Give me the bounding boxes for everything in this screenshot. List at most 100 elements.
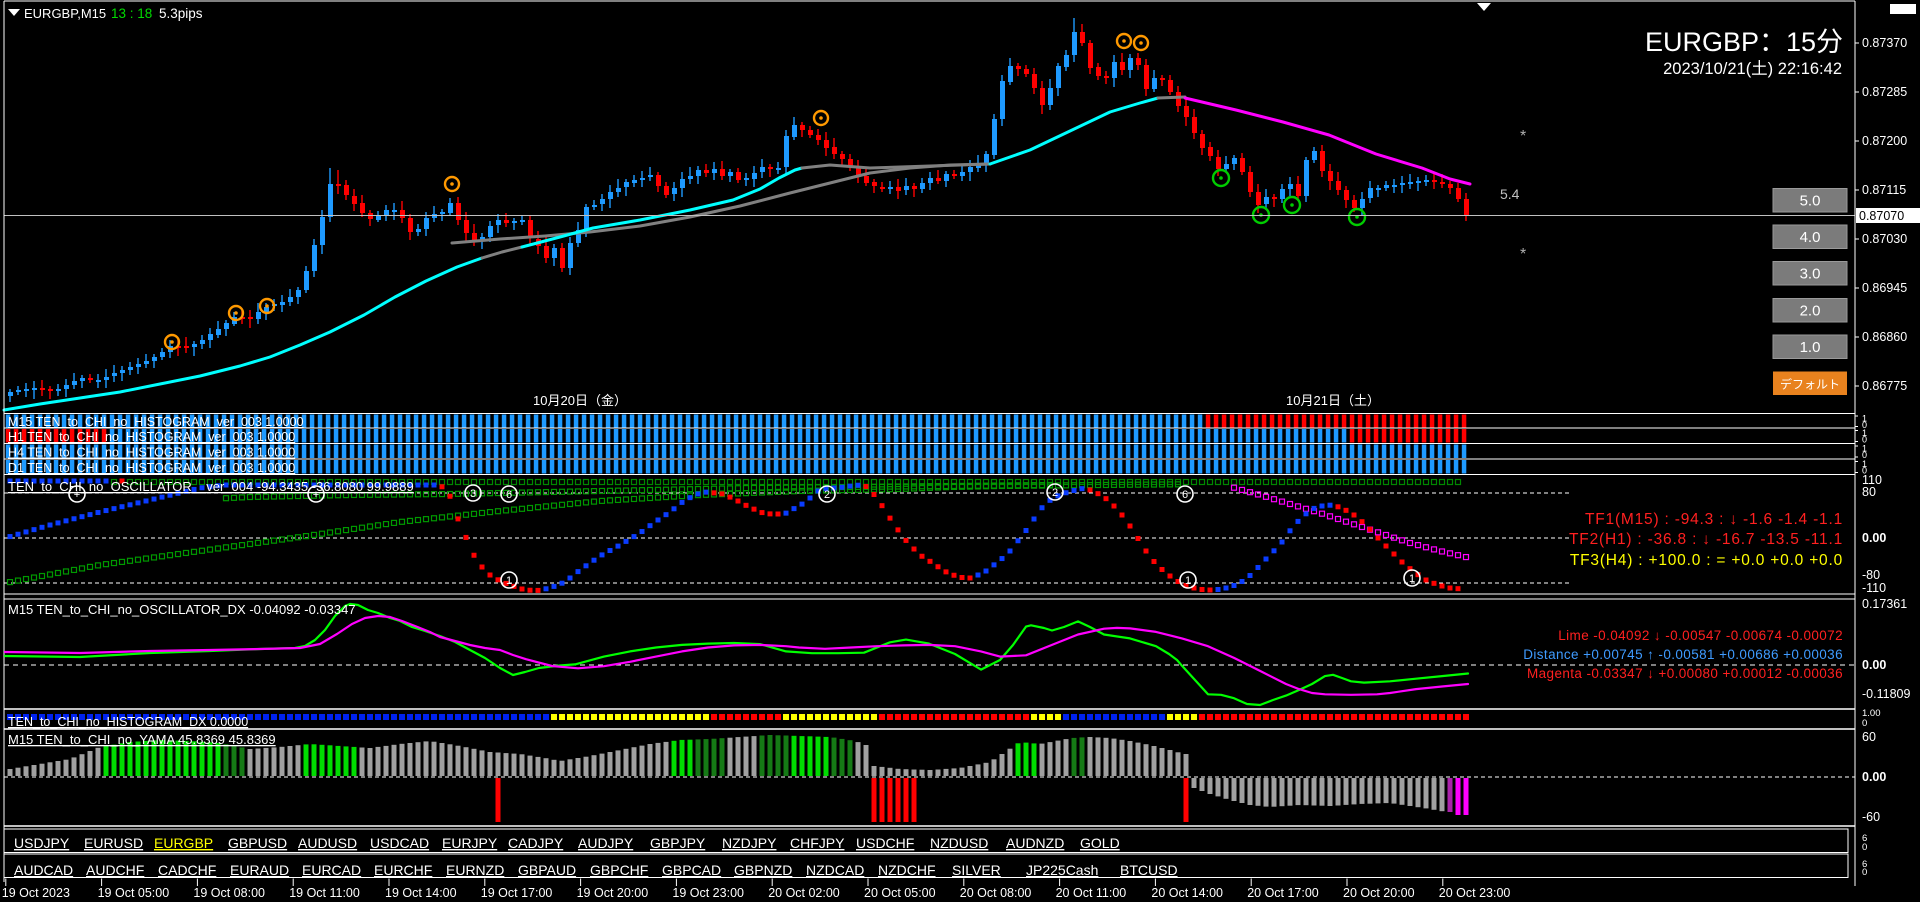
svg-text:19 Oct 14:00: 19 Oct 14:00: [385, 886, 457, 900]
svg-text:GBPCAD: GBPCAD: [662, 862, 721, 878]
svg-text:10月21日（土）: 10月21日（土）: [1286, 393, 1380, 408]
svg-text:20 Oct 11:00: 20 Oct 11:00: [1056, 886, 1127, 900]
svg-text:0: 0: [1862, 450, 1867, 460]
svg-text:0.86945: 0.86945: [1862, 281, 1907, 295]
svg-text:0.86775: 0.86775: [1862, 379, 1907, 393]
svg-text:1: 1: [1862, 444, 1867, 454]
svg-text:EURJPY: EURJPY: [442, 835, 498, 851]
svg-text:0: 0: [1862, 718, 1867, 729]
svg-text:0: 0: [1862, 435, 1867, 445]
svg-text:M15 TEN_to_CHI_no_HISTOGRAM_ve: M15 TEN_to_CHI_no_HISTOGRAM_ver_003 1.00…: [8, 415, 304, 429]
svg-text:CADCHF: CADCHF: [158, 862, 216, 878]
svg-text:AUDCAD: AUDCAD: [14, 862, 73, 878]
svg-text:19 Oct 11:00: 19 Oct 11:00: [289, 886, 360, 900]
svg-text:Lime -0.04092 ↓ -0.00547: Lime -0.04092 ↓ -0.00547 -0.00674 -0.000…: [1558, 628, 1843, 643]
svg-text:EURNZD: EURNZD: [446, 862, 504, 878]
svg-text:EURGBP: EURGBP: [154, 835, 213, 851]
svg-text:USDJPY: USDJPY: [14, 835, 70, 851]
svg-text:NZDCAD: NZDCAD: [806, 862, 864, 878]
svg-text:19 Oct 08:00: 19 Oct 08:00: [193, 886, 265, 900]
svg-text:EURGBP：15分: EURGBP：15分: [1645, 27, 1843, 57]
svg-text:0.86860: 0.86860: [1862, 330, 1907, 344]
svg-text:19 Oct 20:00: 19 Oct 20:00: [577, 886, 649, 900]
svg-text:20 Oct 17:00: 20 Oct 17:00: [1247, 886, 1319, 900]
svg-text:0.87115: 0.87115: [1862, 183, 1906, 197]
svg-text:0.87070: 0.87070: [1859, 209, 1904, 223]
svg-text:0.17361: 0.17361: [1862, 597, 1907, 611]
svg-text:0.00: 0.00: [1862, 658, 1886, 672]
svg-text:EURCAD: EURCAD: [302, 862, 361, 878]
svg-text:GOLD: GOLD: [1080, 835, 1120, 851]
svg-text:5.4: 5.4: [1500, 186, 1520, 202]
svg-text:BTCUSD: BTCUSD: [1120, 862, 1178, 878]
svg-text:1.0: 1.0: [1800, 339, 1821, 356]
svg-text:USDCAD: USDCAD: [370, 835, 429, 851]
svg-text:1.00: 1.00: [1862, 708, 1881, 719]
svg-text:*: *: [1520, 246, 1526, 263]
svg-text:EURAUD: EURAUD: [230, 862, 289, 878]
svg-text:CHFJPY: CHFJPY: [790, 835, 845, 851]
svg-text:Distance +0.00745 ↑ -0.0058: Distance +0.00745 ↑ -0.00581 +0.00686 +0…: [1523, 647, 1843, 662]
svg-text:5.3pips: 5.3pips: [159, 6, 203, 21]
svg-text:AUDCHF: AUDCHF: [86, 862, 144, 878]
svg-text:0.87370: 0.87370: [1862, 36, 1907, 50]
svg-text:EURCHF: EURCHF: [374, 862, 432, 878]
svg-text:13 : 18: 13 : 18: [111, 6, 152, 21]
svg-text:GBPAUD: GBPAUD: [518, 862, 576, 878]
svg-text:60: 60: [1862, 730, 1876, 744]
svg-text:NZDUSD: NZDUSD: [930, 835, 988, 851]
svg-text:GBPCHF: GBPCHF: [590, 862, 648, 878]
svg-text:AUDUSD: AUDUSD: [298, 835, 357, 851]
svg-text:20 Oct 08:00: 20 Oct 08:00: [960, 886, 1032, 900]
svg-text:5.0: 5.0: [1800, 193, 1821, 210]
svg-text:TEN_to_CHI_no_HISTOGRAM_DX 0.0: TEN_to_CHI_no_HISTOGRAM_DX 0.0000: [8, 715, 248, 729]
svg-text:-0.11809: -0.11809: [1862, 687, 1910, 701]
svg-text:*: *: [1520, 128, 1526, 145]
svg-text:USDCHF: USDCHF: [856, 835, 914, 851]
svg-text:JP225Cash: JP225Cash: [1026, 862, 1098, 878]
svg-text:3.0: 3.0: [1800, 266, 1821, 283]
svg-text:0.87200: 0.87200: [1862, 134, 1907, 148]
svg-text:AUDJPY: AUDJPY: [578, 835, 634, 851]
svg-text:1: 1: [506, 575, 512, 587]
svg-text:H1 TEN_to_CHI_no_HISTOGRAM_ver: H1 TEN_to_CHI_no_HISTOGRAM_ver_003 1.000…: [8, 430, 295, 444]
svg-text:1: 1: [1862, 414, 1867, 424]
svg-text:19 Oct 2023: 19 Oct 2023: [2, 886, 70, 900]
svg-text:6: 6: [1862, 833, 1867, 844]
svg-text:0.00: 0.00: [1862, 531, 1886, 545]
svg-text:TF2(H1) : -36.8 : ↓ -16.7 -1: TF2(H1) : -36.8 : ↓ -16.7 -13.5 -11.1: [1569, 531, 1843, 548]
svg-text:1: 1: [1409, 573, 1415, 585]
svg-text:+: +: [74, 489, 80, 501]
svg-text:GBPUSD: GBPUSD: [228, 835, 287, 851]
svg-text:2023/10/21(土) 22:16:42: 2023/10/21(土) 22:16:42: [1663, 59, 1842, 78]
svg-text:2: 2: [824, 489, 830, 501]
svg-text:20 Oct 14:00: 20 Oct 14:00: [1151, 886, 1223, 900]
svg-text:-110: -110: [1862, 581, 1886, 595]
svg-text:0: 0: [1862, 867, 1867, 878]
svg-text:0.00: 0.00: [1862, 770, 1886, 784]
svg-text:デフォルト: デフォルト: [1780, 377, 1840, 392]
svg-text:H4 TEN_to_CHI_no_HISTOGRAM_ver: H4 TEN_to_CHI_no_HISTOGRAM_ver_003 1.000…: [8, 446, 295, 460]
svg-text:1: 1: [1862, 428, 1867, 438]
svg-text:AUDNZD: AUDNZD: [1006, 835, 1064, 851]
svg-text:0: 0: [1862, 466, 1867, 476]
svg-text:NZDJPY: NZDJPY: [722, 835, 777, 851]
svg-text:2.0: 2.0: [1800, 303, 1821, 320]
svg-text:110: 110: [1862, 473, 1882, 487]
svg-text:GBPNZD: GBPNZD: [734, 862, 792, 878]
svg-text:3: 3: [470, 488, 476, 500]
svg-text:TEN_to_CHI_no_OSCILLATOR__ver_: TEN_to_CHI_no_OSCILLATOR__ver_004 -94.34…: [8, 479, 414, 494]
svg-text:20 Oct 20:00: 20 Oct 20:00: [1343, 886, 1415, 900]
svg-text:2: 2: [1052, 487, 1058, 499]
svg-text:TF1(M15) : -94.3 : ↓ -1.6 -1: TF1(M15) : -94.3 : ↓ -1.6 -1.4 -1.1: [1585, 511, 1843, 528]
svg-text:CADJPY: CADJPY: [508, 835, 564, 851]
svg-text:6: 6: [1862, 859, 1867, 870]
svg-text:TF3(H4) : +100.0 : = +0.0 +0: TF3(H4) : +100.0 : = +0.0 +0.0 +0.0: [1570, 552, 1843, 569]
svg-text:6: 6: [506, 489, 512, 501]
svg-text:+: +: [313, 489, 319, 501]
svg-text:20 Oct 02:00: 20 Oct 02:00: [768, 886, 840, 900]
svg-text:GBPJPY: GBPJPY: [650, 835, 706, 851]
svg-text:-80: -80: [1862, 568, 1880, 582]
svg-text:20 Oct 05:00: 20 Oct 05:00: [864, 886, 936, 900]
svg-text:0: 0: [1862, 420, 1867, 430]
